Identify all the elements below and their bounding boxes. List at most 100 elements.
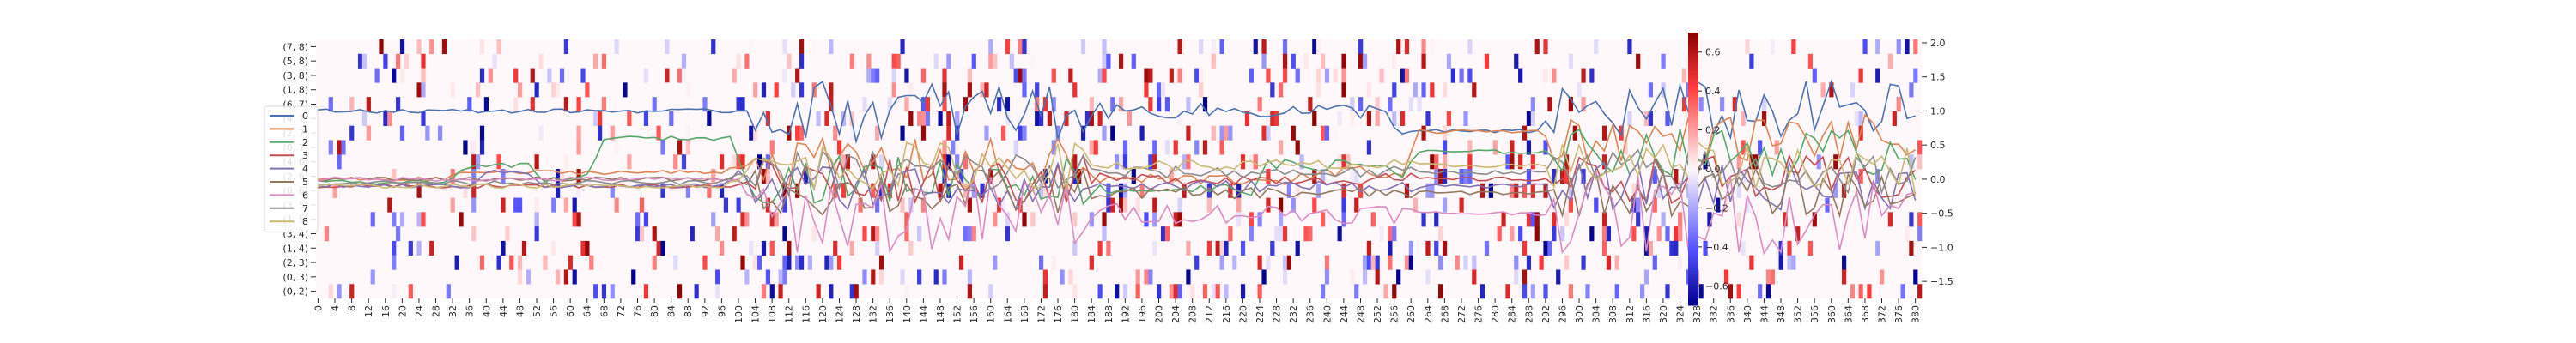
heatmap-cell	[1202, 140, 1208, 155]
heatmap-cell	[887, 97, 892, 112]
heatmap-cell	[1841, 255, 1847, 270]
heatmap-cell	[1812, 68, 1817, 83]
heatmap-cell	[1244, 111, 1250, 126]
heatmap-cell	[1236, 197, 1242, 213]
heatmap-cell	[513, 197, 519, 213]
heatmap-cell	[749, 240, 754, 256]
heatmap-cell	[878, 269, 884, 285]
heatmap-cell	[967, 269, 972, 285]
colorbar-segment	[1688, 241, 1698, 244]
heatmap-cell	[1106, 240, 1111, 256]
heatmap-cell	[1446, 53, 1452, 69]
heatmap-cell	[1157, 97, 1162, 112]
heatmap-cell	[963, 154, 969, 170]
heatmap-cell	[652, 97, 657, 112]
colorbar-segment	[1688, 80, 1698, 83]
colorbar-segment	[1688, 64, 1698, 68]
heatmap-cell	[1077, 169, 1082, 184]
colorbar-segment	[1688, 34, 1698, 38]
heatmap-cell	[900, 125, 905, 141]
heatmap-cell	[1430, 183, 1435, 198]
x-tick-label: 376	[1893, 305, 1905, 323]
heatmap-cell	[1552, 68, 1557, 83]
heatmap-cell	[719, 240, 725, 256]
heatmap-cell	[1581, 68, 1586, 83]
heatmap-cell	[1177, 39, 1182, 55]
heatmap-cell	[1807, 240, 1814, 256]
heatmap-cell	[1530, 111, 1535, 126]
heatmap-cell	[967, 68, 972, 83]
heatmap-cell	[543, 255, 548, 270]
heatmap-cell	[1665, 284, 1670, 299]
heatmap-cell	[517, 197, 523, 213]
heatmap-cell	[337, 154, 342, 170]
x-tick-label: 84	[666, 305, 677, 317]
heatmap-cell	[1446, 111, 1452, 126]
heatmap-cell	[1316, 39, 1321, 55]
heatmap-cell	[862, 269, 867, 285]
x-tick-label: 208	[1188, 305, 1199, 323]
heatmap-cell	[1358, 183, 1364, 198]
heatmap-cell	[1564, 154, 1570, 170]
heatmap-cell	[366, 97, 371, 112]
heatmap-cell	[769, 284, 775, 299]
heatmap-cell	[1917, 140, 1923, 155]
heatmap-cell	[1698, 284, 1704, 299]
heatmap-cell	[837, 140, 842, 155]
heatmap-cell	[471, 197, 477, 213]
heatmap-cell	[1787, 240, 1792, 256]
heatmap-cell	[845, 154, 851, 170]
heatmap-cell	[1202, 284, 1208, 299]
heatmap-cell	[1119, 154, 1124, 170]
heatmap-cell	[1089, 111, 1094, 126]
heatmap-cell	[1279, 140, 1284, 155]
heatmap-cell	[631, 269, 636, 285]
x-tick-label: 256	[1389, 305, 1400, 323]
heatmap-cell	[1102, 68, 1107, 83]
heatmap-cell	[1392, 53, 1397, 69]
heatmap-cell	[942, 97, 947, 112]
heatmap-cell	[849, 125, 854, 141]
heatmap-cell	[1038, 111, 1044, 126]
heatmap-cell	[1829, 82, 1834, 98]
heatmap-cell	[1867, 284, 1872, 299]
heatmap-cell	[811, 226, 817, 242]
heatmap-cell	[614, 140, 619, 155]
heatmap-cell	[1765, 269, 1771, 285]
series-line-5	[318, 167, 1917, 219]
heatmap-cell	[1110, 125, 1115, 141]
heatmap-cell	[1316, 183, 1321, 198]
heatmap-cell	[1291, 53, 1296, 69]
x-tick-label: 232	[1288, 305, 1299, 323]
heatmap-cell	[891, 53, 896, 69]
heatmap-cell	[1388, 97, 1393, 112]
heatmap-cell	[980, 183, 985, 198]
heatmap-cell	[1097, 111, 1103, 126]
heatmap-cell	[707, 111, 712, 126]
heatmap-cell	[933, 269, 939, 285]
heatmap-cell	[1173, 212, 1178, 227]
heatmap-cell	[593, 284, 598, 299]
heatmap-cell	[1526, 111, 1532, 126]
heatmap-cell	[479, 255, 485, 270]
heatmap-cell	[1488, 183, 1493, 198]
series-line-1	[318, 113, 1917, 187]
heatmap-cell	[1564, 212, 1570, 227]
heatmap-cell	[1581, 169, 1586, 184]
heatmap-cell	[1005, 226, 1011, 242]
heatmap-cell	[392, 284, 397, 299]
heatmap-cell	[1316, 82, 1321, 98]
heatmap-cell	[513, 97, 519, 112]
heatmap-cell	[1350, 169, 1355, 184]
heatmap-cell	[833, 183, 838, 198]
heatmap-cell	[958, 169, 964, 184]
heatmap-cell	[1631, 183, 1637, 198]
heatmap-cell	[1568, 97, 1573, 112]
heatmap-cell	[1249, 68, 1254, 83]
heatmap-cell	[690, 226, 695, 242]
colorbar-tick-label: −0.6	[1705, 280, 1728, 292]
heatmap-cell	[1261, 125, 1267, 141]
heatmap-cell	[1408, 255, 1413, 270]
heatmap-cell	[1190, 284, 1195, 299]
heatmap-cell	[1022, 212, 1027, 227]
